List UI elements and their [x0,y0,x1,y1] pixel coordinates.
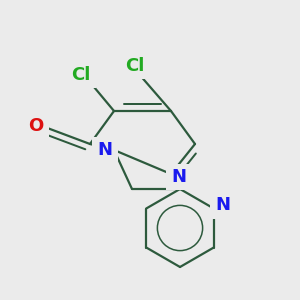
Text: N: N [98,141,112,159]
Text: O: O [26,116,46,136]
Text: N: N [215,196,230,214]
Text: Cl: Cl [71,66,91,84]
Text: N: N [96,140,114,160]
Text: N: N [171,168,186,186]
Text: Cl: Cl [123,56,147,76]
Text: Cl: Cl [69,65,93,85]
Text: N: N [214,196,232,215]
Text: Cl: Cl [125,57,145,75]
Text: O: O [28,117,44,135]
Text: N: N [169,167,188,187]
